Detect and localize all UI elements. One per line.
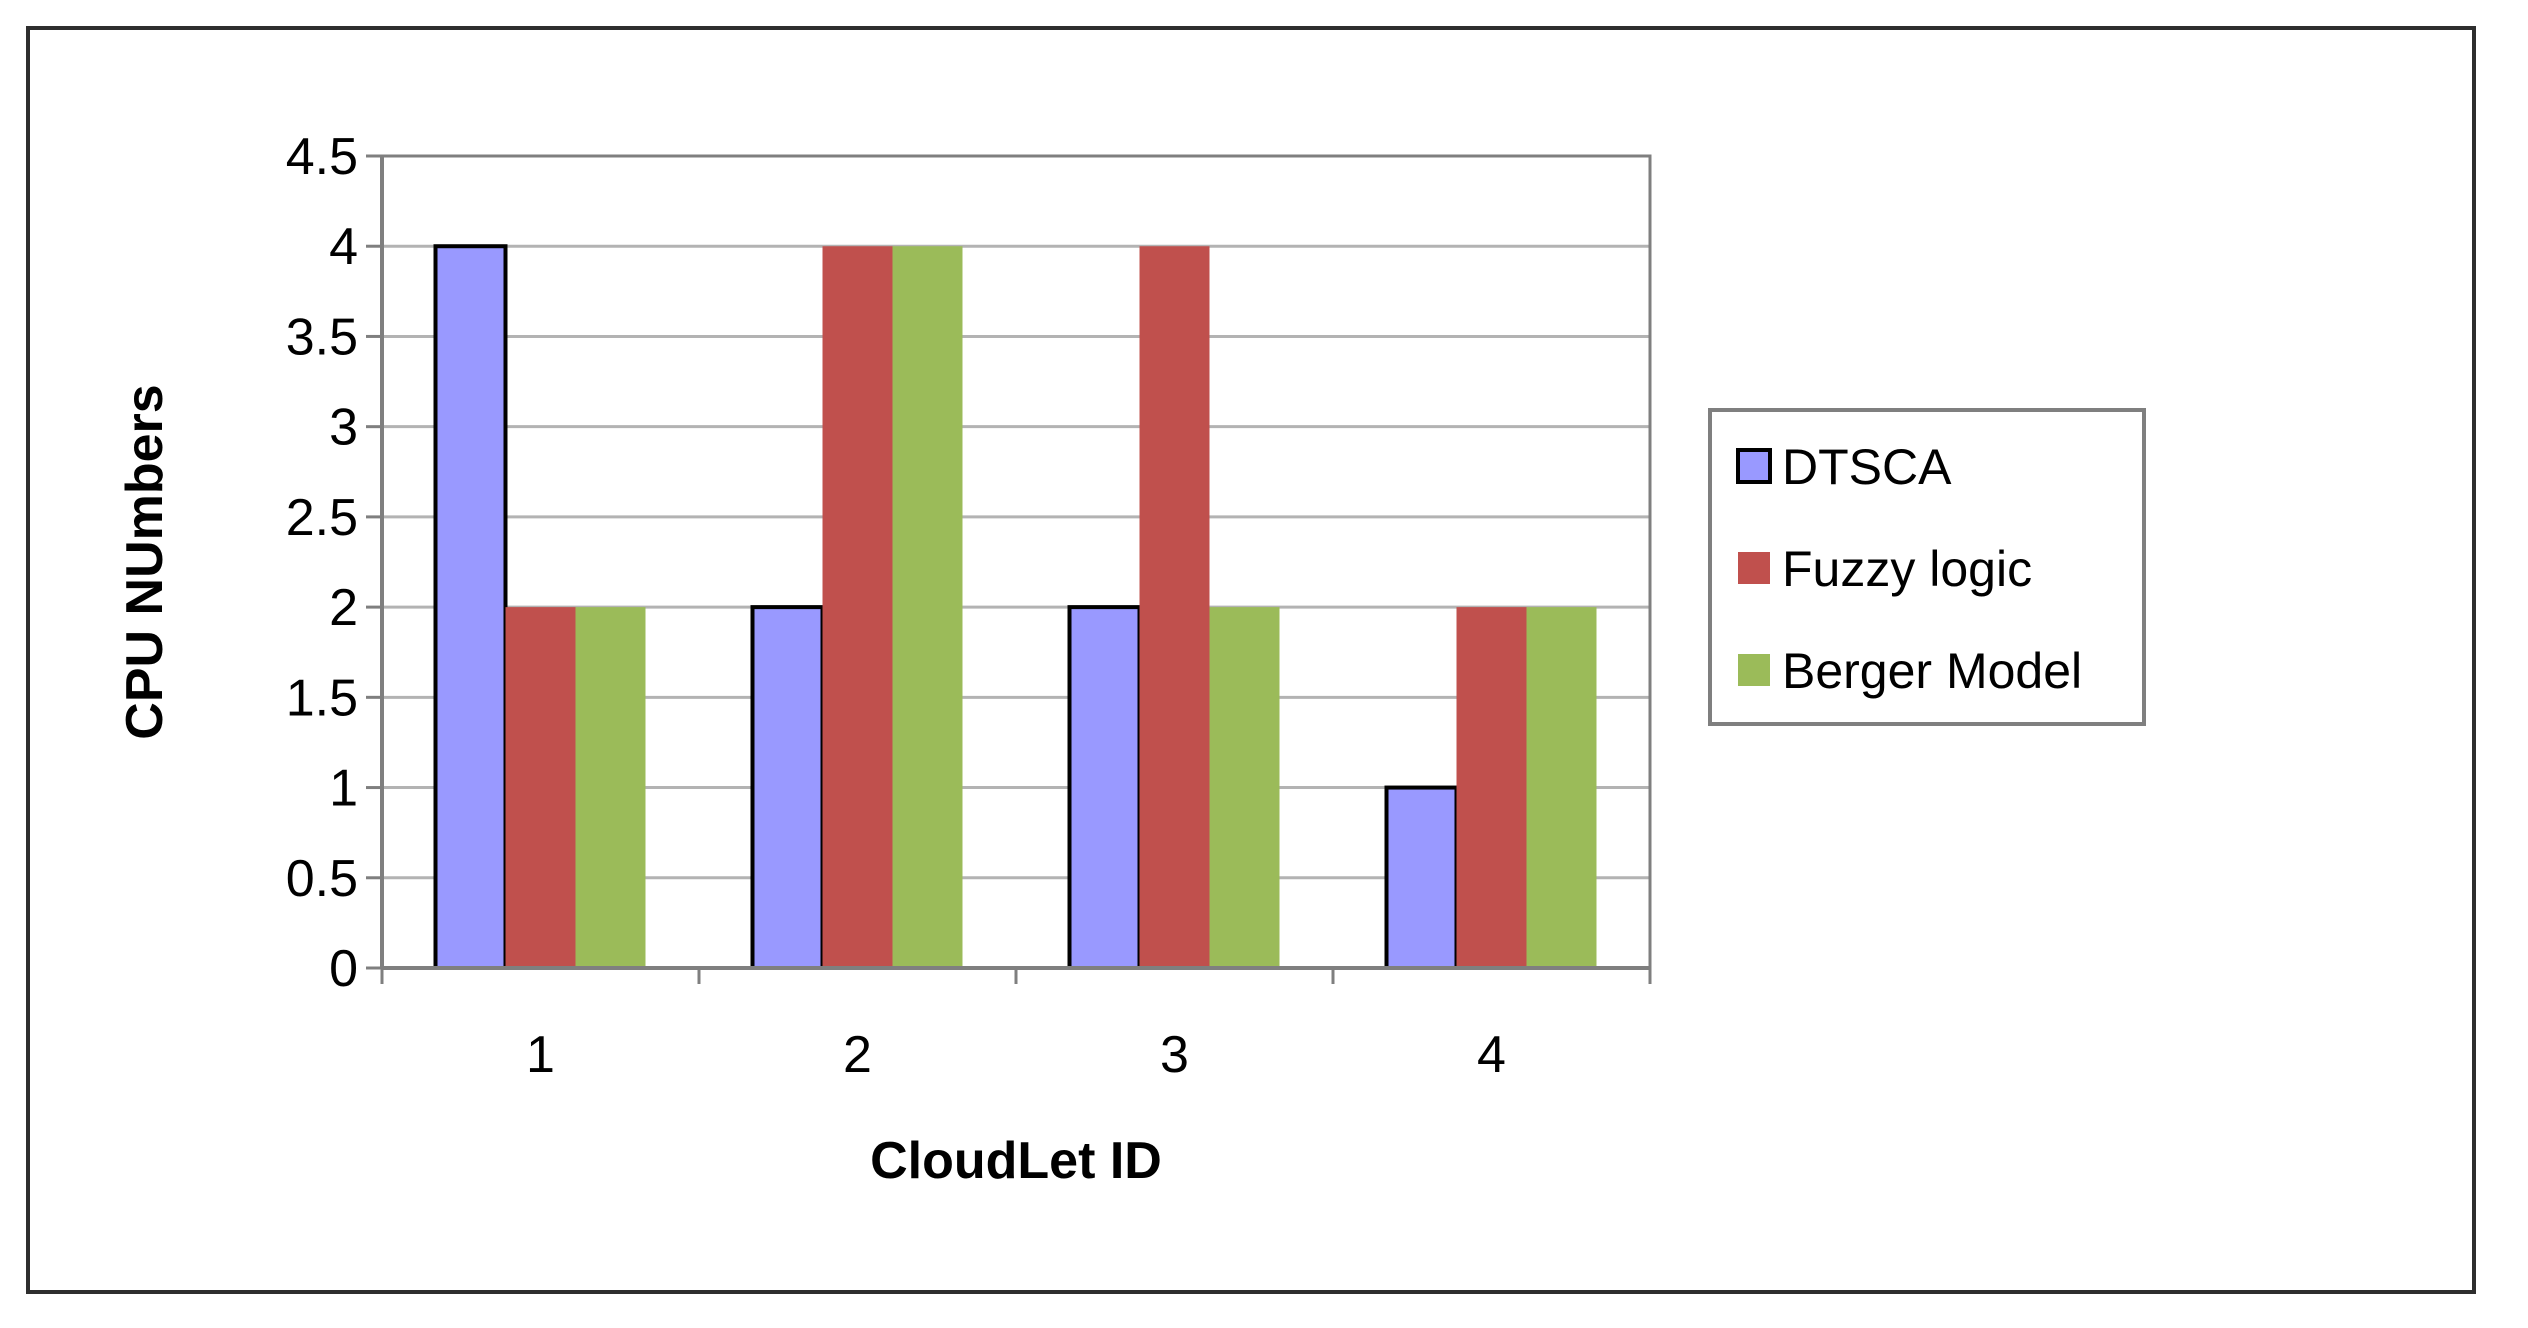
bar-fuzzy-logic-4 xyxy=(1456,607,1527,968)
legend-box xyxy=(1708,408,2146,726)
x-tick-label: 3 xyxy=(1160,1026,1189,1084)
legend-swatch xyxy=(1738,552,1770,584)
legend-label: Fuzzy logic xyxy=(1782,541,2032,597)
bar-dtsca-2 xyxy=(750,605,825,970)
figure-frame: 0 0.5 1 1.5 2 2.5 3 3.5 4 4.5 1 2 3 4 CloudLet ID CPU N… xyxy=(26,26,2476,1294)
y-tick-label: 0.5 xyxy=(286,850,358,908)
bar-berger-model-4 xyxy=(1526,607,1597,968)
bar-berger-model-2 xyxy=(892,246,963,968)
y-tick-label: 3.5 xyxy=(286,308,358,366)
bar-fuzzy-logic-1 xyxy=(505,607,576,968)
y-tick-label: 1.5 xyxy=(286,669,358,727)
y-tick-label: 4.5 xyxy=(286,128,358,186)
y-tick-label: 2.5 xyxy=(286,489,358,547)
x-axis-title: CloudLet ID xyxy=(870,1132,1162,1190)
y-tick-label: 3 xyxy=(329,399,358,457)
y-tick-label: 2 xyxy=(329,579,358,637)
bar-dtsca-4 xyxy=(1384,785,1459,970)
y-tick-label: 1 xyxy=(329,760,358,818)
x-tick-label: 1 xyxy=(526,1026,555,1084)
bar-dtsca-1 xyxy=(433,244,508,970)
bar-berger-model-1 xyxy=(575,607,646,968)
x-tick-label: 2 xyxy=(843,1026,872,1084)
bar-dtsca-3 xyxy=(1067,605,1142,970)
bar-fuzzy-logic-3 xyxy=(1139,246,1210,968)
bar-chart: 0 0.5 1 1.5 2 2.5 3 3.5 4 4.5 1 2 3 4 CloudLet ID CPU N… xyxy=(116,128,2146,1190)
y-axis-title: CPU NUmbers xyxy=(116,384,174,739)
legend-label: Berger Model xyxy=(1782,643,2082,699)
legend: DTSCA Fuzzy logic Berger Model xyxy=(1708,408,2146,726)
legend-label: DTSCA xyxy=(1782,439,1952,495)
bar-berger-model-3 xyxy=(1209,607,1280,968)
y-tick-label: 0 xyxy=(329,940,358,998)
legend-swatch xyxy=(1738,654,1770,686)
bar-fuzzy-logic-2 xyxy=(822,246,893,968)
legend-swatch xyxy=(1736,448,1772,484)
y-tick-label: 4 xyxy=(329,218,358,276)
x-tick-label: 4 xyxy=(1477,1026,1506,1084)
